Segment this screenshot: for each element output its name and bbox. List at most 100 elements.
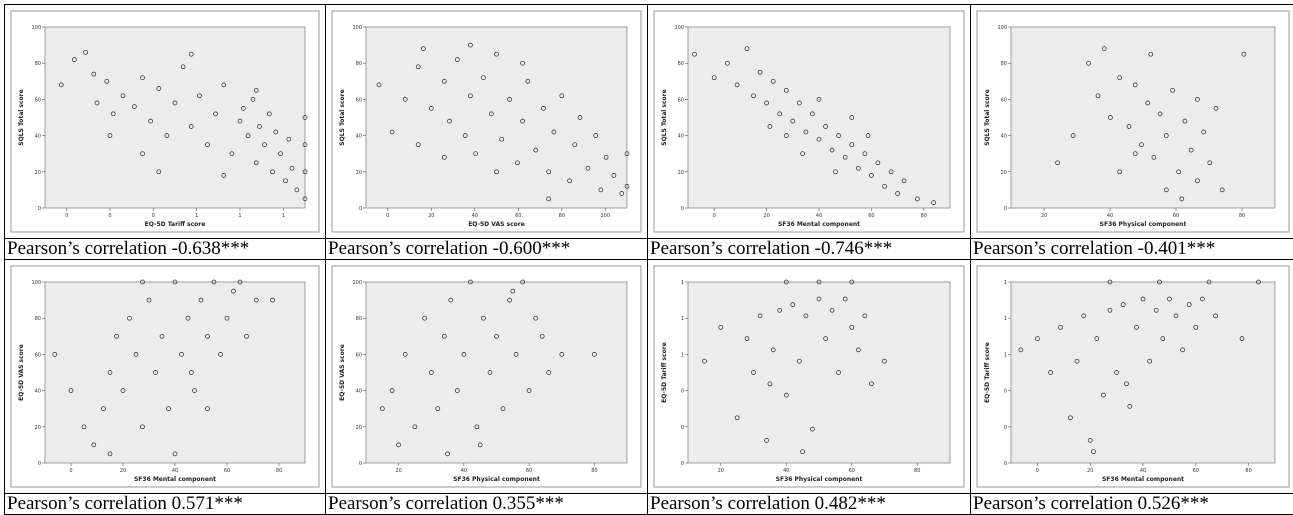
x-tick-label: 80 <box>921 213 927 219</box>
x-tick-label: 20 <box>120 468 126 474</box>
y-tick-label: 100 <box>997 25 1007 31</box>
x-tick-label: 0 <box>713 213 716 219</box>
y-tick-label: 1 <box>681 280 684 286</box>
x-tick-label: 1 <box>238 213 241 219</box>
y-tick-label: 80 <box>356 316 362 322</box>
y-tick-label: 100 <box>31 280 41 286</box>
x-tick-label: 60 <box>868 213 874 219</box>
x-tick-label: 60 <box>224 468 230 474</box>
x-tick-label: 20 <box>395 468 401 474</box>
x-tick-label: 0 <box>386 213 389 219</box>
plot-area <box>688 282 950 463</box>
y-tick-label: 100 <box>31 25 41 31</box>
y-tick-label: 60 <box>35 352 41 358</box>
y-axis-label: SQLS Total score <box>339 89 346 145</box>
x-axis-label: SF36 Physical component <box>1100 221 1187 228</box>
y-tick-label: 1 <box>1004 316 1007 322</box>
y-tick-label: 80 <box>678 61 684 67</box>
x-tick-label: 40 <box>472 213 478 219</box>
caption-cell: Pearson’s correlation 0.571*** <box>5 494 326 515</box>
x-tick-label: 0 <box>65 213 68 219</box>
y-tick-label: 80 <box>35 316 41 322</box>
y-tick-label: 0 <box>1004 425 1007 431</box>
y-tick-label: 60 <box>1001 97 1007 103</box>
y-tick-label: 20 <box>1001 170 1007 176</box>
correlation-caption: Pearson’s correlation -0.746*** <box>648 239 970 259</box>
y-tick-label: 20 <box>356 425 362 431</box>
caption-cell: Pearson’s correlation -0.401*** <box>971 239 1293 260</box>
y-axis-label: SQLS Total score <box>984 89 991 145</box>
y-tick-label: 40 <box>356 389 362 395</box>
y-tick-label: 20 <box>35 425 41 431</box>
y-tick-label: 0 <box>38 461 41 467</box>
x-tick-label: 40 <box>1107 213 1113 219</box>
y-axis-label: EQ-5D Tariff score <box>984 342 991 403</box>
y-tick-label: 60 <box>356 352 362 358</box>
y-axis-label: SQLS Total score <box>661 89 668 145</box>
y-tick-label: 60 <box>35 97 41 103</box>
x-tick-label: 60 <box>526 468 532 474</box>
y-tick-label: 1 <box>681 352 684 358</box>
y-tick-label: 100 <box>352 280 362 286</box>
x-axis-label: EQ-5D VAS score <box>468 221 525 228</box>
x-axis-label: SF36 Physical component <box>453 476 540 483</box>
y-tick-label: 20 <box>678 170 684 176</box>
y-tick-label: 0 <box>38 206 41 212</box>
y-tick-label: 0 <box>359 461 362 467</box>
y-tick-label: 0 <box>681 206 684 212</box>
x-tick-label: 40 <box>783 468 789 474</box>
y-tick-label: 1 <box>1004 280 1007 286</box>
y-tick-label: 0 <box>1004 461 1007 467</box>
x-tick-label: 20 <box>1087 468 1093 474</box>
y-tick-label: 60 <box>678 97 684 103</box>
x-tick-label: 40 <box>816 213 822 219</box>
correlation-caption: Pearson’s correlation 0.571*** <box>5 494 325 514</box>
correlation-caption: Pearson’s correlation -0.600*** <box>326 239 647 259</box>
plot-cell: 0 20 40 60 80 100 20 40 60 80 SF36 Physical compon… <box>326 260 648 494</box>
y-tick-label: 40 <box>1001 134 1007 140</box>
x-tick-label: 60 <box>1193 468 1199 474</box>
y-tick-label: 20 <box>356 170 362 176</box>
y-axis-label: EQ-5D VAS score <box>339 344 346 401</box>
y-tick-label: 0 <box>681 425 684 431</box>
y-tick-label: 80 <box>356 61 362 67</box>
y-tick-label: 0 <box>681 461 684 467</box>
y-tick-label: 100 <box>674 25 684 31</box>
correlation-caption: Pearson’s correlation -0.401*** <box>971 239 1293 259</box>
x-tick-label: 0 <box>69 468 72 474</box>
x-tick-label: 40 <box>461 468 467 474</box>
x-tick-label: 0 <box>1036 468 1039 474</box>
x-tick-label: 1 <box>282 213 285 219</box>
x-tick-label: 40 <box>1140 468 1146 474</box>
caption-cell: Pearson’s correlation 0.355*** <box>326 494 648 515</box>
x-tick-label: 80 <box>591 468 597 474</box>
y-tick-label: 100 <box>352 25 362 31</box>
y-tick-label: 0 <box>359 206 362 212</box>
y-tick-label: 0 <box>681 389 684 395</box>
y-tick-label: 60 <box>356 97 362 103</box>
x-tick-label: 80 <box>1239 213 1245 219</box>
y-tick-label: 80 <box>35 61 41 67</box>
y-tick-label: 1 <box>1004 352 1007 358</box>
caption-cell: Pearson’s correlation -0.600*** <box>326 239 648 260</box>
x-tick-label: 20 <box>718 468 724 474</box>
x-tick-label: 0 <box>152 213 155 219</box>
plot-area <box>1011 27 1275 208</box>
y-tick-label: 20 <box>35 170 41 176</box>
plot-area <box>1011 282 1275 463</box>
x-axis-label: SF36 Mental component <box>134 476 216 483</box>
correlation-caption: Pearson’s correlation -0.638*** <box>5 239 325 259</box>
x-axis-label: SF36 Mental component <box>1102 476 1184 483</box>
